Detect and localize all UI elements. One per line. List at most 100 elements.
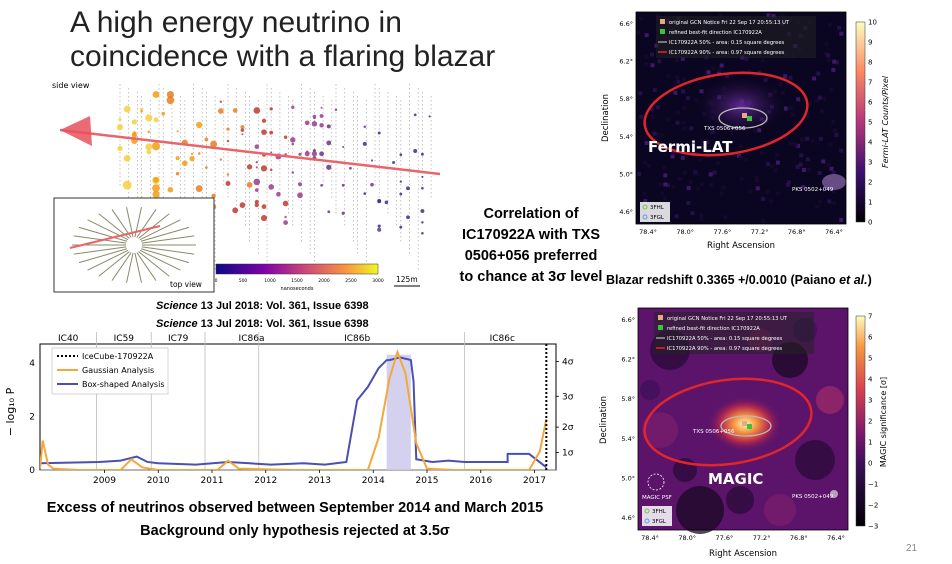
fermi-pixel (670, 154, 675, 159)
fermi-pixel (837, 25, 842, 30)
top-view-string (136, 252, 157, 281)
dom-hit (189, 155, 195, 162)
neutrino-track (59, 128, 440, 176)
dom-hit (370, 159, 374, 162)
colorbar-tick-label: 0 (868, 219, 872, 227)
title-line-1: A high energy neutrino in (70, 6, 402, 39)
correlation-line-1: Correlation of (483, 206, 579, 222)
map-y-tick-label: 6.2° (621, 356, 635, 364)
gaussian-series (40, 348, 548, 470)
dom-hit (384, 200, 389, 205)
correlation-line-4: to chance at 3σ level (459, 269, 603, 285)
dom-hit (327, 210, 331, 214)
dom-hit (254, 199, 259, 205)
fermi-pixel (826, 58, 831, 63)
magic-contour-50 (720, 415, 772, 437)
fermi-legend-3fhl: 3FHL (650, 205, 665, 211)
science-reference-2: Science 13 Jul 2018: Vol. 361, Issue 639… (156, 318, 369, 330)
time-colorbar-ticks: 0 500 1000 1500 2000 2500 3000 (215, 278, 384, 284)
map-x-tick-label: 78.0° (678, 534, 696, 542)
magic-psf-circle (647, 473, 665, 491)
x-tick-label: 2013 (308, 476, 331, 486)
fermi-pixel (783, 74, 788, 79)
dom-hit (232, 207, 239, 214)
magic-contour-90 (643, 377, 813, 467)
fermi-pixel (675, 75, 680, 80)
fermi-pixel (681, 89, 686, 94)
colorbar-tick-label: 7 (868, 79, 872, 87)
dom-hit (145, 114, 153, 122)
time-colorbar-tick: 2500 (345, 278, 357, 284)
fermi-pixel (660, 133, 665, 138)
fermi-pixel (663, 182, 668, 187)
legend-icecube: IceCube-170922A (82, 352, 154, 361)
fermi-pixel (656, 145, 661, 150)
fermi-pixel (795, 164, 800, 169)
x-tick-labels: 2009 2010 2011 2012 2013 2014 2015 2016 2017 (93, 470, 546, 486)
dom-hit (204, 137, 209, 142)
dom-hit (246, 182, 253, 188)
dom-hit (196, 121, 203, 129)
fermi-pixel (652, 87, 657, 92)
colorbar-tick-label: 2 (868, 418, 872, 426)
magic-txs-label: TXS 0506+056 (692, 429, 735, 435)
time-colorbar-tick: 1000 (264, 278, 276, 284)
fermi-pixel (824, 42, 829, 47)
top-view-string (111, 252, 132, 281)
time-colorbar (215, 263, 379, 275)
correlation-line-2: IC170922A with TXS (461, 227, 601, 243)
dom-hit (319, 114, 324, 118)
fermi-pixel (834, 132, 839, 137)
dom-hit (123, 154, 131, 162)
x-tick-label: 2014 (362, 476, 385, 486)
dom-hit (377, 199, 382, 204)
fermi-pixel (639, 114, 644, 119)
fermi-pixel (663, 173, 668, 178)
box-shaped-series (40, 356, 547, 469)
dom-hit (326, 164, 332, 170)
dom-hit (219, 100, 222, 103)
fermi-pixel (775, 153, 780, 158)
fermi-pixel (831, 67, 836, 72)
dom-hit (161, 111, 166, 116)
fermi-legend-bestfit: refined best-fit direction IC170922A (669, 30, 762, 36)
dom-hit (241, 133, 244, 136)
dom-hit (421, 186, 424, 190)
fermi-contour-90 (643, 71, 809, 157)
dom-hit (276, 191, 281, 197)
colorbar-tick-label: 6 (868, 99, 873, 107)
dom-hit (166, 90, 175, 99)
top-view-inset: top view (53, 197, 215, 293)
dom-hit (413, 113, 417, 117)
science-reference-1: Science 13 Jul 2018: Vol. 361, Issue 639… (156, 300, 369, 312)
fermi-pixel (759, 150, 764, 155)
colorbar-tick-label: 4 (868, 139, 873, 147)
magic-psf-label: MAGIC PSF (642, 495, 672, 501)
fermi-pixel (765, 189, 770, 194)
colorbar-tick-label: 7 (868, 313, 872, 321)
dom-hit (399, 192, 403, 196)
fermi-pixel (744, 157, 749, 162)
fermi-pixel (760, 218, 765, 223)
dom-hit (320, 106, 323, 109)
x-tick-label: 2012 (254, 476, 277, 486)
fermi-pixel (796, 143, 801, 148)
dom-hit (349, 166, 352, 170)
fermi-pixel (688, 180, 693, 185)
dom-hit (232, 108, 238, 113)
dom-hit (210, 140, 218, 148)
fermi-pixel (748, 189, 753, 194)
dom-hit (116, 124, 124, 131)
dom-hit (270, 151, 273, 154)
fermi-legend-3fgl: 3FGL (650, 215, 665, 221)
fermi-pixel (647, 163, 652, 168)
fermi-pixel (798, 162, 803, 167)
fermi-pixel (771, 13, 776, 18)
magic-blob (726, 486, 754, 514)
dom-hit (260, 214, 268, 222)
colorbar-tick-label: 10 (868, 19, 877, 27)
dom-hit (362, 141, 367, 146)
colorbar-tick-label: −1 (868, 481, 878, 489)
dom-hit (399, 225, 403, 229)
fermi-pixel (638, 91, 643, 96)
